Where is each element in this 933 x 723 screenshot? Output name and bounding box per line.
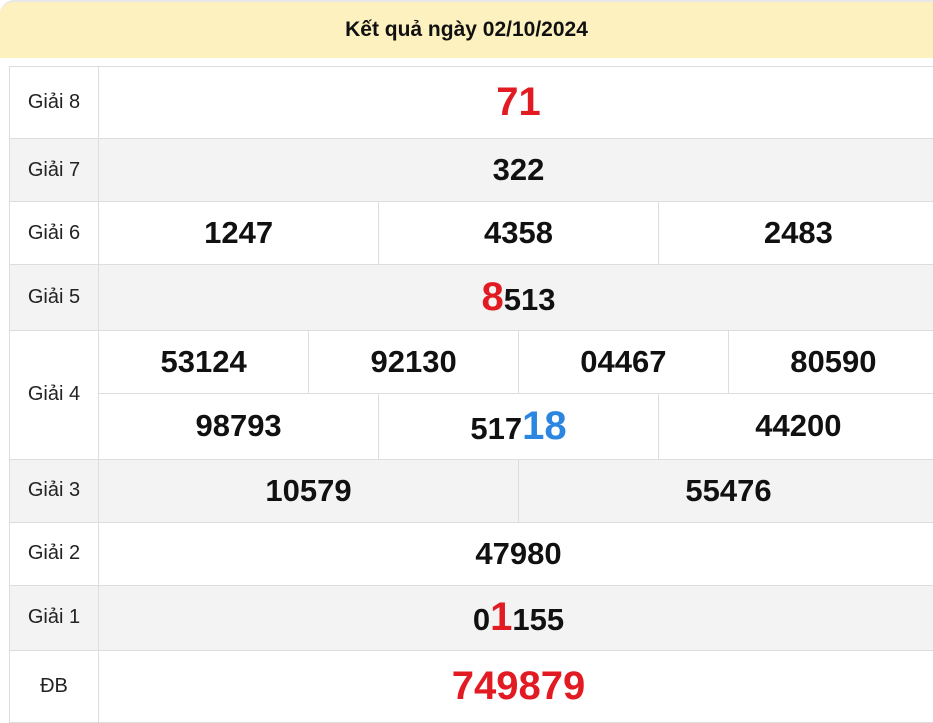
prize-4-number: 80590 bbox=[728, 331, 933, 393]
prize-6-number: 2483 bbox=[658, 202, 933, 264]
number-part: 513 bbox=[504, 282, 556, 317]
prize-row-6: Giải 6 1247 4358 2483 bbox=[10, 202, 933, 265]
prize-row-4: Giải 4 53124 92130 04467 80590 98793 517… bbox=[10, 331, 933, 460]
prize-label: Giải 8 bbox=[10, 67, 99, 139]
prize-label: Giải 5 bbox=[10, 265, 99, 331]
prize-4-number: 53124 bbox=[99, 331, 309, 393]
results-table: Giải 8 71 Giải 7 322 Giải 6 1247 4358 24… bbox=[9, 66, 933, 723]
prize-4-number: 92130 bbox=[309, 331, 519, 393]
number-part: 155 bbox=[512, 602, 564, 637]
prize-row-1: Giải 1 01155 bbox=[10, 585, 933, 650]
prize-6-number: 1247 bbox=[99, 202, 379, 264]
highlighted-digits: 18 bbox=[522, 404, 567, 448]
prize-row-7: Giải 7 322 bbox=[10, 139, 933, 202]
prize-2-number: 47980 bbox=[99, 522, 933, 585]
prize-row-2: Giải 2 47980 bbox=[10, 522, 933, 585]
prize-row-8: Giải 8 71 bbox=[10, 67, 933, 139]
prize-8-number: 71 bbox=[99, 67, 933, 139]
number-part: 0 bbox=[473, 602, 490, 637]
prize-label: Giải 6 bbox=[10, 202, 99, 265]
prize-row-special: ĐB 749879 bbox=[10, 650, 933, 722]
highlighted-digit: 1 bbox=[490, 595, 512, 639]
highlighted-digit: 8 bbox=[482, 275, 504, 319]
prize-4-number: 44200 bbox=[658, 394, 933, 459]
prize-3-number: 10579 bbox=[99, 460, 519, 522]
prize-label: Giải 7 bbox=[10, 139, 99, 202]
prize-label: Giải 4 bbox=[10, 331, 99, 460]
prize-4-number: 51718 bbox=[379, 394, 659, 459]
prize-label: Giải 3 bbox=[10, 459, 99, 522]
number-part: 517 bbox=[470, 411, 522, 446]
prize-row-5: Giải 5 8513 bbox=[10, 265, 933, 331]
prize-7-number: 322 bbox=[99, 139, 933, 202]
prize-5-number: 8513 bbox=[99, 265, 933, 331]
prize-row-3: Giải 3 10579 55476 bbox=[10, 459, 933, 522]
results-date-header: Kết quả ngày 02/10/2024 bbox=[0, 0, 933, 58]
prize-6-number: 4358 bbox=[379, 202, 659, 264]
prize-3-number: 55476 bbox=[519, 460, 933, 522]
prize-1-number: 01155 bbox=[99, 585, 933, 650]
special-prize-number: 749879 bbox=[99, 650, 933, 722]
prize-label: Giải 2 bbox=[10, 522, 99, 585]
prize-4-number: 98793 bbox=[99, 394, 379, 459]
prize-label: ĐB bbox=[10, 650, 99, 722]
prize-4-number: 04467 bbox=[519, 331, 729, 393]
prize-label: Giải 1 bbox=[10, 585, 99, 650]
